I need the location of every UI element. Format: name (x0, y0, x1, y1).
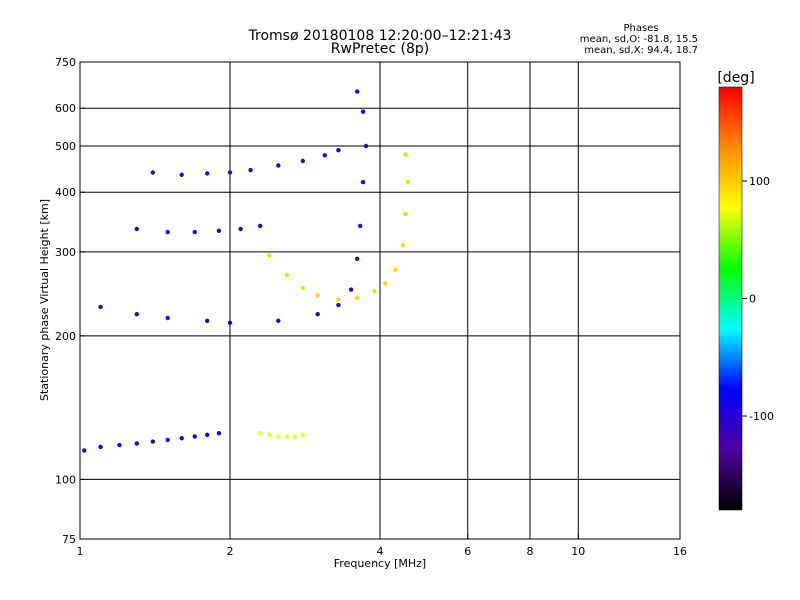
point-s0-7 (192, 434, 197, 439)
point-s2-2 (300, 285, 305, 291)
point-s4-1 (179, 172, 184, 177)
x-tick-label-6: 16 (673, 545, 687, 558)
point-s2-3 (315, 293, 320, 298)
point-s1-5 (276, 318, 281, 323)
point-s0-2 (117, 442, 122, 448)
point-s4-8 (336, 148, 341, 153)
point-s3-1 (267, 432, 272, 437)
y-tick-label-4: 400 (55, 186, 76, 199)
point-s2-5 (355, 295, 360, 301)
y-tick-label-3: 300 (55, 246, 76, 259)
x-tick-label-3: 6 (464, 545, 471, 558)
point-s0-6 (179, 436, 184, 441)
point-s1-6 (315, 312, 320, 317)
point-s2-10 (403, 211, 408, 217)
colorbar-tick-label-0: 100 (749, 175, 770, 188)
x-tick-label-5: 10 (571, 545, 585, 558)
point-s1-2 (165, 315, 170, 321)
point-s0-3 (134, 441, 139, 446)
point-s4-3 (227, 170, 233, 175)
point-s0-0 (82, 448, 87, 453)
point-s1-12 (363, 143, 369, 149)
point-s2-7 (383, 280, 388, 286)
phase-info-o: mean, sd,O: -81.8, 15.5 (580, 34, 698, 45)
chart-subtitle: RwPretec (8p) (331, 41, 429, 57)
point-s1-0 (98, 304, 103, 310)
point-s1-11 (360, 179, 366, 185)
point-s5-1 (165, 229, 170, 235)
point-s4-0 (150, 170, 155, 175)
point-s3-3 (284, 434, 289, 439)
point-s0-4 (150, 439, 155, 444)
x-tick-label-1: 2 (227, 545, 234, 558)
colorbar (718, 86, 743, 511)
point-s5-5 (258, 223, 263, 229)
point-s0-5 (165, 437, 170, 443)
point-s5-3 (216, 228, 222, 233)
point-s2-11 (405, 179, 411, 185)
point-s3-2 (276, 434, 281, 439)
point-s1-7 (336, 302, 341, 308)
y-axis-label: Stationary phase Virtual Height [km] (38, 199, 51, 401)
y-tick-label-2: 200 (55, 330, 76, 343)
y-tick-label-7: 750 (55, 56, 76, 69)
point-s4-4 (248, 167, 253, 173)
point-s2-12 (403, 152, 408, 157)
point-s2-8 (393, 267, 398, 272)
point-s0-8 (205, 432, 210, 437)
point-s2-0 (267, 253, 272, 258)
x-tick-label-0: 1 (77, 545, 84, 558)
point-s2-9 (400, 242, 406, 248)
point-s4-2 (205, 171, 210, 176)
point-s1-14 (355, 89, 360, 94)
y-tick-label-1: 100 (55, 473, 76, 486)
x-axis: 1 2 4 6 8 10 16 (77, 534, 687, 558)
colorbar-tick-label-2: -100 (749, 410, 774, 423)
point-s3-4 (292, 434, 298, 439)
colorbar-ticks: 100 0 -100 (742, 175, 774, 423)
point-s4-5 (276, 163, 281, 168)
point-s1-10 (358, 223, 363, 229)
y-axis: 75 100 200 300 400 500 600 750 (55, 56, 85, 546)
phase-info-x: mean, sd,X: 94.4, 18.7 (584, 45, 698, 56)
colorbar-tick-label-1: 0 (749, 293, 756, 306)
colorbar-label: [deg] (717, 70, 754, 86)
point-s5-0 (134, 226, 139, 232)
x-axis-label: Frequency [MHz] (334, 557, 426, 570)
point-s1-3 (205, 318, 210, 323)
point-s0-9 (216, 431, 222, 436)
point-s1-9 (355, 256, 360, 261)
point-s1-4 (227, 320, 233, 325)
point-s4-6 (300, 158, 305, 164)
y-tick-label-5: 500 (55, 140, 76, 153)
point-s1-13 (360, 109, 366, 114)
x-tick-label-2: 4 (377, 545, 384, 558)
point-s3-5 (300, 432, 305, 437)
phase-info-heading: Phases (623, 23, 658, 34)
x-tick-label-4: 8 (527, 545, 534, 558)
point-s5-4 (238, 226, 243, 232)
grid-lines (80, 62, 680, 539)
point-s2-1 (284, 273, 289, 278)
data-points (82, 89, 411, 453)
y-tick-label-6: 600 (55, 102, 76, 115)
point-s0-1 (98, 444, 103, 450)
point-s4-7 (322, 153, 327, 158)
point-s1-8 (348, 287, 354, 292)
y-tick-label-0: 75 (62, 533, 76, 546)
point-s3-0 (258, 431, 263, 436)
point-s1-1 (134, 312, 139, 317)
point-s2-6 (372, 289, 377, 294)
chart-title: Tromsø 20180108 12:20:00–12:21:43 (248, 28, 512, 44)
point-s5-2 (192, 229, 197, 235)
point-s2-4 (336, 297, 341, 302)
